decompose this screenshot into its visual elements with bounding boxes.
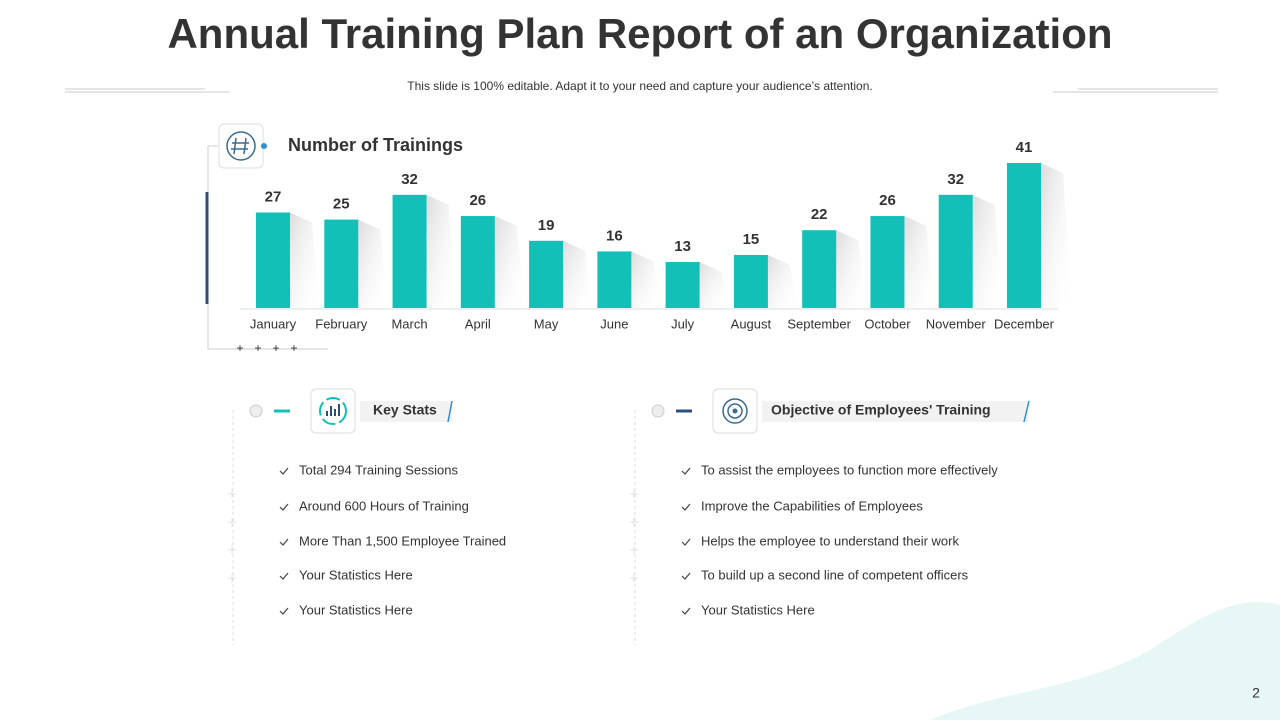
bar-shadow — [358, 219, 389, 308]
data-label: 25 — [333, 196, 350, 213]
bar-shadow — [426, 194, 457, 308]
subtitle: This slide is 100% editable. Adapt it to… — [407, 79, 872, 93]
data-label: 41 — [1016, 139, 1033, 156]
chart-title: Number of Trainings — [288, 135, 463, 155]
x-tick-label: August — [731, 316, 772, 331]
svg-text:+: + — [254, 341, 261, 355]
x-tick-label: September — [787, 316, 851, 331]
bar — [597, 251, 632, 308]
list-item: Around 600 Hours of Training — [299, 498, 469, 513]
key-stats-header — [232, 388, 453, 645]
bar-shadow — [494, 216, 525, 308]
bar — [392, 194, 427, 308]
objectives-header — [634, 388, 1030, 645]
plus-decoration — [228, 518, 236, 526]
data-label: 32 — [401, 171, 418, 188]
check-icon — [681, 572, 691, 580]
bar-shadow — [1041, 163, 1071, 308]
bar — [460, 216, 495, 308]
list-item: To build up a second line of competent o… — [701, 567, 969, 582]
chart-frame: + + + + — [205, 123, 1058, 355]
bar — [1007, 163, 1041, 308]
slide-title: Annual Training Plan Report of an Organi… — [167, 10, 1112, 57]
svg-text:+: + — [236, 341, 243, 355]
bars: 27 January 25 February 32 March 26 April 19 May 16… — [250, 139, 1071, 331]
objectives-title: Objective of Employees' Training — [771, 402, 991, 418]
bar-shadow — [904, 216, 935, 308]
x-tick-label: October — [864, 316, 911, 331]
bar-shadow — [563, 240, 594, 308]
list-item: Your Statistics Here — [299, 602, 413, 617]
list-item: Helps the employee to understand their w… — [701, 533, 959, 548]
list-item: Total 294 Training Sessions — [299, 462, 458, 477]
plus-decoration — [228, 490, 236, 498]
x-tick-label: June — [600, 316, 628, 331]
plus-decoration — [630, 518, 638, 526]
list-item: Improve the Capabilities of Employees — [701, 498, 923, 513]
x-tick-label: May — [534, 316, 559, 331]
svg-text:+: + — [290, 341, 297, 355]
check-icon — [681, 503, 691, 511]
bar — [802, 230, 837, 308]
plus-decoration — [630, 490, 638, 498]
check-icon — [279, 503, 289, 511]
bar — [938, 194, 973, 308]
bar-shadow — [767, 254, 798, 308]
x-tick-label: December — [994, 316, 1055, 331]
check-icon — [279, 467, 289, 475]
plus-decoration — [228, 574, 236, 582]
bar-shadow — [290, 212, 320, 308]
svg-text:+: + — [272, 341, 279, 355]
data-label: 13 — [674, 238, 691, 255]
data-label: 26 — [879, 192, 896, 209]
bar — [665, 262, 700, 308]
check-icon — [279, 538, 289, 546]
x-tick-label: January — [250, 316, 297, 331]
list-item: To assist the employees to function more… — [701, 462, 998, 477]
list-item: More Than 1,500 Employee Trained — [299, 533, 506, 548]
data-label: 19 — [538, 217, 555, 234]
x-tick-label: July — [671, 316, 695, 331]
x-tick-label: November — [926, 316, 987, 331]
lists: Total 294 Training Sessions Around 600 Ho… — [228, 462, 998, 617]
data-label: 27 — [265, 188, 282, 205]
plus-decoration — [630, 546, 638, 554]
bar — [529, 240, 564, 308]
check-icon — [279, 572, 289, 580]
bar — [256, 212, 290, 308]
data-label: 15 — [743, 231, 760, 248]
plus-decoration — [228, 546, 236, 554]
title-rules — [65, 88, 1218, 93]
bar-shadow — [631, 251, 662, 308]
list-item: Your Statistics Here — [299, 567, 413, 582]
list-item: Your Statistics Here — [701, 602, 815, 617]
data-label: 22 — [811, 206, 828, 223]
check-icon — [681, 467, 691, 475]
x-tick-label: March — [391, 316, 427, 331]
data-label: 16 — [606, 227, 623, 244]
bar-shadow — [836, 230, 867, 308]
bar — [324, 219, 359, 308]
x-tick-label: April — [465, 316, 491, 331]
data-label: 32 — [947, 171, 964, 188]
bar-shadow — [972, 194, 1003, 308]
bar — [733, 254, 768, 308]
bar-shadow — [699, 262, 730, 308]
check-icon — [681, 538, 691, 546]
bar — [870, 216, 905, 308]
plus-decoration — [630, 574, 638, 582]
key-stats-title: Key Stats — [373, 402, 437, 418]
x-tick-label: February — [315, 316, 368, 331]
page-number: 2 — [1252, 685, 1260, 701]
data-label: 26 — [469, 192, 486, 209]
background-wave — [930, 602, 1280, 720]
check-icon — [681, 607, 691, 615]
check-icon — [279, 607, 289, 615]
